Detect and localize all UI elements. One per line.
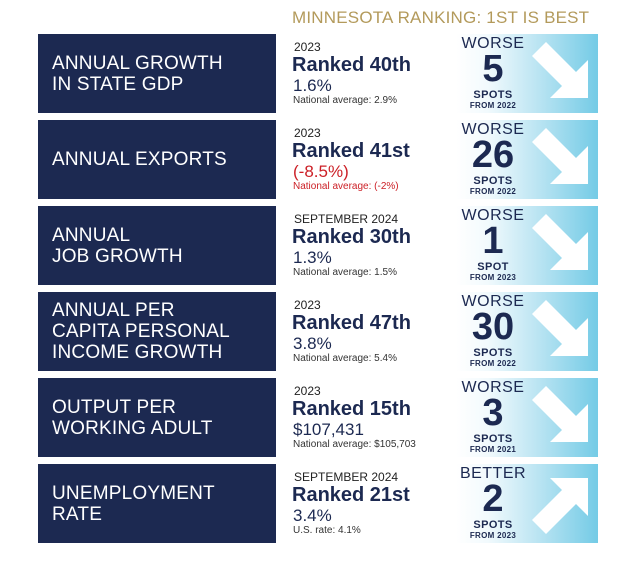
rank: Ranked 21st xyxy=(292,484,410,506)
rank-change-panel: WORSE 3 SPOTS FROM 2021 xyxy=(456,378,598,457)
national-average: U.S. rate: 4.1% xyxy=(293,525,361,536)
value: 3.8% xyxy=(293,334,332,353)
change-number: 26 xyxy=(471,134,515,176)
arrow-down-right-icon xyxy=(532,214,588,270)
metric-label: UNEMPLOYMENT RATE xyxy=(38,464,276,543)
change-from: FROM 2023 xyxy=(469,273,517,282)
metric-label: ANNUAL JOB GROWTH xyxy=(38,206,276,285)
change-unit: SPOT xyxy=(477,261,509,273)
change-unit: SPOTS xyxy=(473,433,513,445)
ranking-info: SEPTEMBER 2024 Ranked 21st 3.4% U.S. rat… xyxy=(292,464,460,543)
change-number: 1 xyxy=(482,220,504,262)
change-from: FROM 2022 xyxy=(469,101,517,110)
rank-change-panel: BETTER 2 SPOTS FROM 2023 xyxy=(456,464,598,543)
metric-label: ANNUAL EXPORTS xyxy=(38,120,276,199)
change-from: FROM 2022 xyxy=(469,359,517,368)
metric-label: ANNUAL GROWTH IN STATE GDP xyxy=(38,34,276,113)
ranking-info: 2023 Ranked 40th 1.6% National average: … xyxy=(292,34,460,113)
value: 1.3% xyxy=(293,248,332,267)
metric-label: OUTPUT PER WORKING ADULT xyxy=(38,378,276,457)
row-gdp-growth: ANNUAL GROWTH IN STATE GDP 2023 Ranked 4… xyxy=(38,34,598,113)
value: 3.4% xyxy=(293,506,332,525)
change-number: 2 xyxy=(482,478,504,520)
change-unit: SPOTS xyxy=(473,89,513,101)
period: 2023 xyxy=(294,40,321,54)
national-average: National average: 1.5% xyxy=(293,267,397,278)
metric-label: ANNUAL PER CAPITA PERSONAL INCOME GROWTH xyxy=(38,292,276,371)
period: 2023 xyxy=(294,126,321,140)
rank-change-panel: WORSE 30 SPOTS FROM 2022 xyxy=(456,292,598,371)
change-number: 5 xyxy=(482,48,504,90)
row-exports: ANNUAL EXPORTS 2023 Ranked 41st (-8.5%) … xyxy=(38,120,598,199)
change-unit: SPOTS xyxy=(473,519,513,531)
change-from: FROM 2022 xyxy=(469,187,517,196)
row-output-per-adult: OUTPUT PER WORKING ADULT 2023 Ranked 15t… xyxy=(38,378,598,457)
value: 1.6% xyxy=(293,76,332,95)
ranking-header: MINNESOTA RANKING: 1ST IS BEST xyxy=(292,8,590,27)
change-direction: WORSE xyxy=(461,293,525,310)
change-from: FROM 2023 xyxy=(469,531,517,540)
ranking-info: SEPTEMBER 2024 Ranked 30th 1.3% National… xyxy=(292,206,460,285)
arrow-down-right-icon xyxy=(532,42,588,98)
arrow-up-right-icon xyxy=(532,478,588,534)
row-unemployment: UNEMPLOYMENT RATE SEPTEMBER 2024 Ranked … xyxy=(38,464,598,543)
ranking-info: 2023 Ranked 41st (-8.5%) National averag… xyxy=(292,120,460,199)
change-direction: WORSE xyxy=(461,207,525,224)
change-number: 30 xyxy=(471,306,515,348)
change-unit: SPOTS xyxy=(473,347,513,359)
national-average: National average: 2.9% xyxy=(293,95,397,106)
national-average: National average: 5.4% xyxy=(293,353,397,364)
period: SEPTEMBER 2024 xyxy=(294,212,399,226)
period: 2023 xyxy=(294,384,321,398)
rank: Ranked 47th xyxy=(292,312,411,334)
national-average: National average: $105,703 xyxy=(293,439,416,450)
rank: Ranked 41st xyxy=(292,140,410,162)
change-unit: SPOTS xyxy=(473,175,513,187)
value: (-8.5%) xyxy=(293,162,349,181)
change-direction: WORSE xyxy=(461,121,525,138)
period: SEPTEMBER 2024 xyxy=(294,470,399,484)
row-job-growth: ANNUAL JOB GROWTH SEPTEMBER 2024 Ranked … xyxy=(38,206,598,285)
arrow-down-right-icon xyxy=(532,386,588,442)
period: 2023 xyxy=(294,298,321,312)
change-direction: WORSE xyxy=(461,379,525,396)
arrow-down-right-icon xyxy=(532,128,588,184)
arrow-down-right-icon xyxy=(532,300,588,356)
value: $107,431 xyxy=(293,420,364,439)
rank: Ranked 15th xyxy=(292,398,411,420)
change-from: FROM 2021 xyxy=(469,445,517,454)
rank: Ranked 40th xyxy=(292,54,411,76)
rank-change-panel: WORSE 5 SPOTS FROM 2022 xyxy=(456,34,598,113)
rank: Ranked 30th xyxy=(292,226,411,248)
ranking-info: 2023 Ranked 47th 3.8% National average: … xyxy=(292,292,460,371)
change-number: 3 xyxy=(482,392,504,434)
national-average: National average: (-2%) xyxy=(293,181,399,192)
change-direction: WORSE xyxy=(461,35,525,52)
rank-change-panel: WORSE 1 SPOT FROM 2023 xyxy=(456,206,598,285)
change-direction: BETTER xyxy=(459,465,527,482)
ranking-info: 2023 Ranked 15th $107,431 National avera… xyxy=(292,378,460,457)
row-income-growth: ANNUAL PER CAPITA PERSONAL INCOME GROWTH… xyxy=(38,292,598,371)
rank-change-panel: WORSE 26 SPOTS FROM 2022 xyxy=(456,120,598,199)
